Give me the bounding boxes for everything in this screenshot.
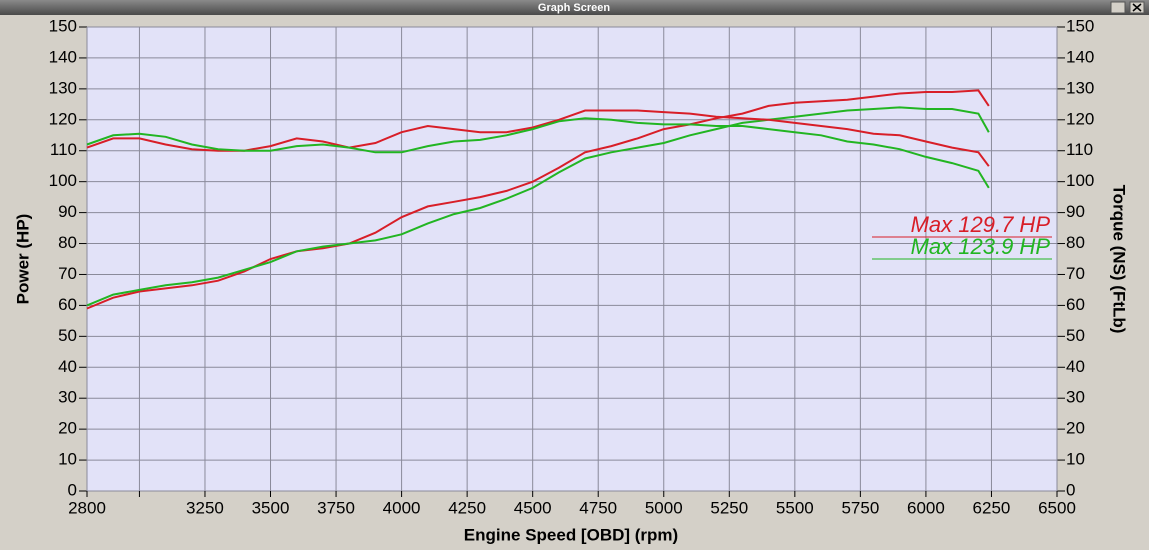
y2-tick-label: 140 xyxy=(1066,47,1094,66)
x-tick-label: 2800 xyxy=(68,498,106,517)
y2-tick-label: 70 xyxy=(1066,264,1085,283)
y-tick-label: 60 xyxy=(58,295,77,314)
y-tick-label: 130 xyxy=(49,78,77,97)
x-tick-label: 6000 xyxy=(907,498,945,517)
y2-tick-label: 130 xyxy=(1066,78,1094,97)
y2-tick-label: 90 xyxy=(1066,202,1085,221)
x-tick-label: 3250 xyxy=(186,498,224,517)
x-tick-label: 4000 xyxy=(383,498,421,517)
y-tick-label: 100 xyxy=(49,171,77,190)
line xyxy=(86,89,990,310)
restore-button[interactable] xyxy=(1110,1,1126,14)
y2-tick-label: 30 xyxy=(1066,388,1085,407)
y-tick-label: 150 xyxy=(49,16,77,35)
y-tick-label: 90 xyxy=(58,202,77,221)
x-tick-label: 5250 xyxy=(710,498,748,517)
x-tick-label: 4250 xyxy=(448,498,486,517)
y2-tick-label: 120 xyxy=(1066,109,1094,128)
y-tick-label: 0 xyxy=(68,480,77,499)
y2-tick-label: 0 xyxy=(1066,480,1075,499)
y2-tick-label: 60 xyxy=(1066,295,1085,314)
y2-tick-label: 20 xyxy=(1066,419,1085,438)
y2-tick-label: 40 xyxy=(1066,357,1085,376)
x-tick-label: 4500 xyxy=(514,498,552,517)
y2-tick-label: 80 xyxy=(1066,233,1085,252)
y2-tick-label: 110 xyxy=(1066,140,1093,159)
line xyxy=(86,117,990,189)
x-tick-label: 5000 xyxy=(645,498,683,517)
y-tick-label: 70 xyxy=(58,264,77,283)
y-tick-label: 40 xyxy=(58,357,77,376)
y2-tick-label: 50 xyxy=(1066,326,1085,345)
y-tick-label: 110 xyxy=(50,140,77,159)
y-tick-label: 30 xyxy=(58,388,77,407)
x-tick-label: 4750 xyxy=(579,498,617,517)
x-tick-label: 5750 xyxy=(841,498,879,517)
y-tick-label: 120 xyxy=(49,109,77,128)
x-tick-label: 5500 xyxy=(776,498,814,517)
x-axis-label: Engine Speed [OBD] (rpm) xyxy=(464,525,678,544)
y-tick-label: 10 xyxy=(58,450,77,469)
y2-axis-label: Torque (NS) (FtLb) xyxy=(1110,185,1129,334)
line xyxy=(86,106,990,307)
annotation: Max 129.7 HP xyxy=(911,212,1051,237)
y-tick-label: 20 xyxy=(58,419,77,438)
window-title: Graph Screen xyxy=(538,2,610,14)
y-tick-label: 80 xyxy=(58,233,77,252)
close-icon xyxy=(1132,3,1142,12)
title-bar xyxy=(0,0,1149,15)
y-axis-label: Power (HP) xyxy=(13,214,32,305)
y2-tick-label: 10 xyxy=(1066,450,1085,469)
y2-tick-label: 100 xyxy=(1066,171,1094,190)
y-tick-label: 140 xyxy=(49,47,77,66)
x-tick-label: 3750 xyxy=(317,498,355,517)
y-tick-label: 50 xyxy=(58,326,77,345)
y2-tick-label: 150 xyxy=(1066,16,1094,35)
x-tick-label: 6500 xyxy=(1038,498,1076,517)
x-tick-label: 6250 xyxy=(973,498,1011,517)
x-tick-label: 3500 xyxy=(252,498,290,517)
annotation: Max 123.9 HP xyxy=(911,234,1051,259)
